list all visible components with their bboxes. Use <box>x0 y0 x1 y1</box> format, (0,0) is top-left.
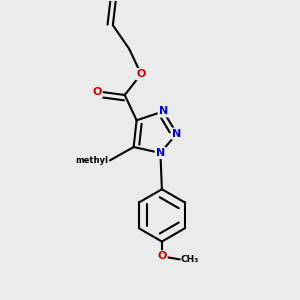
Text: O: O <box>92 87 102 97</box>
Text: N: N <box>156 148 165 158</box>
Text: O: O <box>157 251 167 261</box>
Text: N: N <box>172 129 182 139</box>
Text: methyl: methyl <box>76 157 109 166</box>
Text: O: O <box>136 69 146 79</box>
Text: CH₃: CH₃ <box>181 255 199 264</box>
Text: N: N <box>159 106 168 116</box>
